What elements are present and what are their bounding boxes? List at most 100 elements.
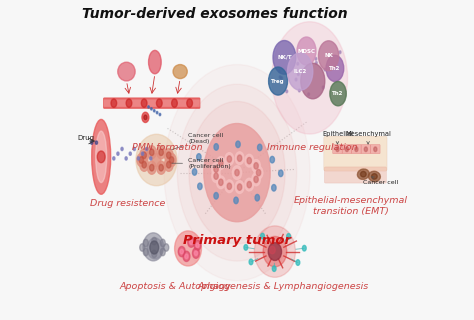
Ellipse shape — [297, 73, 299, 76]
FancyBboxPatch shape — [342, 145, 352, 154]
Ellipse shape — [272, 266, 276, 271]
Ellipse shape — [178, 246, 185, 257]
Ellipse shape — [302, 245, 306, 251]
Text: PMN formation: PMN formation — [132, 143, 203, 152]
FancyBboxPatch shape — [352, 145, 361, 154]
Text: Mesenchymal: Mesenchymal — [345, 131, 391, 144]
Ellipse shape — [297, 62, 299, 65]
Text: Drug: Drug — [77, 135, 94, 141]
Ellipse shape — [235, 152, 244, 164]
Ellipse shape — [164, 244, 169, 251]
Text: Th2: Th2 — [332, 91, 344, 96]
Ellipse shape — [247, 157, 251, 164]
Ellipse shape — [156, 99, 162, 108]
Ellipse shape — [159, 113, 161, 116]
Ellipse shape — [301, 63, 325, 99]
Ellipse shape — [139, 157, 144, 163]
Ellipse shape — [254, 163, 258, 169]
Ellipse shape — [125, 157, 127, 160]
Ellipse shape — [245, 178, 254, 191]
Ellipse shape — [361, 172, 366, 177]
Text: Cancer cell
(Proliferation): Cancer cell (Proliferation) — [172, 158, 231, 169]
Ellipse shape — [188, 237, 195, 247]
Ellipse shape — [137, 157, 139, 160]
Ellipse shape — [148, 50, 161, 74]
Ellipse shape — [357, 169, 369, 180]
Ellipse shape — [142, 152, 146, 158]
Ellipse shape — [263, 236, 287, 267]
Ellipse shape — [261, 233, 264, 239]
Ellipse shape — [217, 156, 225, 169]
Text: Apoptosis & Autophagy: Apoptosis & Autophagy — [119, 282, 231, 291]
Ellipse shape — [185, 254, 188, 259]
Ellipse shape — [237, 155, 242, 161]
Ellipse shape — [157, 161, 165, 174]
Ellipse shape — [180, 249, 183, 254]
Ellipse shape — [96, 131, 107, 183]
Ellipse shape — [204, 124, 270, 222]
Ellipse shape — [297, 37, 316, 65]
Ellipse shape — [157, 146, 165, 159]
Text: Angiogenesis & Lymphangiogenesis: Angiogenesis & Lymphangiogenesis — [197, 282, 368, 291]
Ellipse shape — [126, 99, 132, 108]
Ellipse shape — [133, 147, 136, 151]
Ellipse shape — [152, 250, 157, 258]
Ellipse shape — [91, 141, 93, 144]
Ellipse shape — [254, 176, 258, 183]
Ellipse shape — [214, 166, 218, 172]
Ellipse shape — [279, 70, 281, 73]
Ellipse shape — [174, 231, 201, 266]
Text: Immune regulation: Immune regulation — [267, 143, 358, 152]
Ellipse shape — [192, 169, 197, 175]
FancyBboxPatch shape — [371, 145, 380, 154]
Ellipse shape — [247, 181, 251, 188]
Ellipse shape — [326, 55, 344, 82]
Ellipse shape — [147, 161, 156, 174]
Ellipse shape — [136, 134, 177, 186]
Ellipse shape — [254, 166, 263, 179]
Ellipse shape — [159, 164, 164, 171]
FancyBboxPatch shape — [104, 100, 200, 107]
Ellipse shape — [141, 152, 144, 155]
Ellipse shape — [151, 108, 152, 110]
Ellipse shape — [198, 183, 202, 189]
Ellipse shape — [295, 78, 297, 81]
FancyBboxPatch shape — [103, 98, 201, 109]
Ellipse shape — [235, 181, 244, 194]
Ellipse shape — [152, 237, 157, 245]
Ellipse shape — [147, 146, 156, 159]
Ellipse shape — [121, 147, 123, 151]
Ellipse shape — [322, 86, 324, 89]
Ellipse shape — [142, 112, 149, 123]
Text: Epithelial-mesenchymal
transition (EMT): Epithelial-mesenchymal transition (EMT) — [294, 196, 408, 216]
Ellipse shape — [156, 111, 158, 114]
Ellipse shape — [192, 248, 200, 258]
Ellipse shape — [244, 244, 248, 250]
Ellipse shape — [219, 179, 223, 186]
Ellipse shape — [166, 152, 171, 158]
Ellipse shape — [143, 233, 164, 261]
Text: Cancer cell
(Dead): Cancer cell (Dead) — [172, 133, 223, 150]
Ellipse shape — [143, 239, 148, 247]
Ellipse shape — [160, 248, 165, 256]
Ellipse shape — [190, 240, 193, 244]
Ellipse shape — [299, 89, 301, 92]
Ellipse shape — [147, 238, 163, 259]
Ellipse shape — [365, 147, 367, 152]
Ellipse shape — [288, 53, 313, 90]
Ellipse shape — [374, 147, 377, 152]
Text: NK/T: NK/T — [277, 55, 292, 60]
Ellipse shape — [140, 244, 145, 251]
Text: Th2: Th2 — [329, 66, 341, 71]
Ellipse shape — [256, 170, 261, 176]
Ellipse shape — [187, 99, 192, 108]
Ellipse shape — [152, 154, 161, 166]
Ellipse shape — [137, 154, 146, 166]
Ellipse shape — [159, 149, 164, 156]
Ellipse shape — [286, 90, 288, 93]
Text: Drug resistence: Drug resistence — [91, 199, 166, 208]
Ellipse shape — [272, 185, 276, 191]
FancyBboxPatch shape — [361, 145, 371, 154]
Ellipse shape — [194, 251, 198, 255]
Ellipse shape — [296, 260, 300, 265]
